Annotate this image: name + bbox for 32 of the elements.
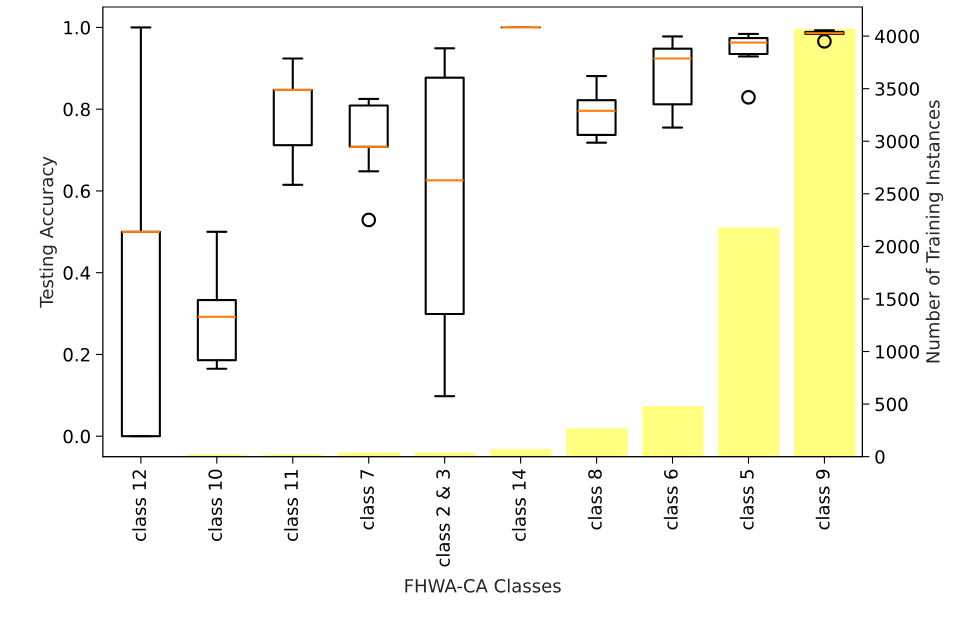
y-tick-label: 0.2 <box>64 348 90 362</box>
y2-tick-label: 2000 <box>876 240 919 254</box>
x-tick-label: class 11 <box>284 470 298 541</box>
y2-tick-label: 1500 <box>876 292 919 306</box>
y-tick-label: 0.0 <box>64 430 90 444</box>
x-tick-label: class 14 <box>512 469 526 541</box>
bar <box>794 28 855 457</box>
y-axis-title: Testing Accuracy <box>39 156 57 308</box>
y2-tick-label: 0 <box>875 450 884 464</box>
y2-tick-label: 500 <box>876 398 908 412</box>
bar <box>566 428 627 457</box>
y2-tick-label: 4000 <box>875 30 919 44</box>
y2-tick-label: 1000 <box>876 344 919 359</box>
y2-tick-label: 3000 <box>876 134 919 148</box>
x-tick-label: class 9 <box>816 470 830 530</box>
x-tick-label: class 5 <box>740 470 754 530</box>
y-tick-label: 0.4 <box>64 266 90 280</box>
bar <box>642 406 703 457</box>
bar <box>718 227 779 457</box>
y2-tick-label: 3500 <box>876 82 919 96</box>
x-tick-label: class 7 <box>360 470 374 530</box>
x-tick-label: class 6 <box>664 470 678 530</box>
y-tick-label: 0.6 <box>64 184 90 198</box>
y-tick-label: 0.8 <box>64 102 90 116</box>
y-tick-label: 1.0 <box>64 20 90 35</box>
x-tick-label: class 10 <box>208 470 222 541</box>
x-axis-title: FHWA-CA Classes <box>405 578 561 593</box>
x-tick-label: class 12 <box>132 470 146 541</box>
x-tick-label: class 8 <box>588 470 602 530</box>
x-tick-label: class 2 & 3 <box>436 470 450 567</box>
y2-axis-title: Number of Training Instances <box>926 100 944 362</box>
y2-tick-label: 2500 <box>876 187 919 201</box>
